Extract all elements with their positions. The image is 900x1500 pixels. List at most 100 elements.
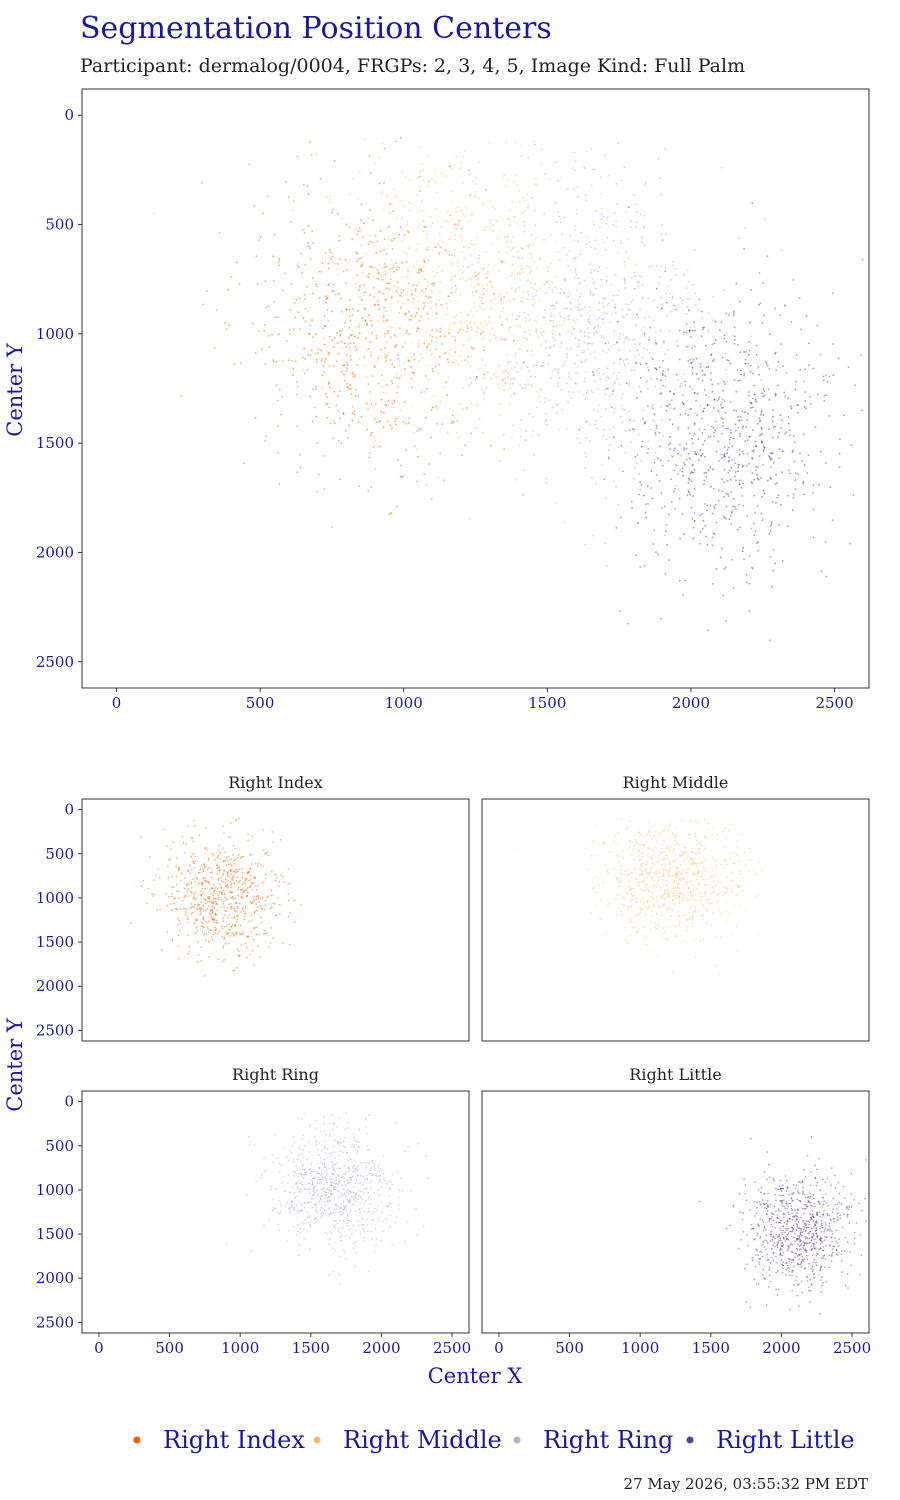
- data-point: [701, 417, 703, 420]
- data-point: [584, 378, 586, 380]
- data-point: [648, 265, 651, 268]
- data-point: [272, 255, 275, 258]
- data-point: [303, 183, 305, 186]
- data-point: [360, 265, 363, 268]
- panel-border: [81, 798, 470, 1042]
- data-point: [274, 873, 277, 876]
- data-point: [194, 860, 197, 863]
- data-point: [393, 188, 396, 191]
- data-point: [735, 282, 738, 285]
- data-point: [665, 410, 668, 412]
- data-point: [592, 371, 594, 373]
- data-point: [551, 336, 554, 339]
- data-point: [502, 370, 505, 373]
- data-point: [797, 473, 799, 475]
- data-point: [686, 899, 689, 902]
- data-point: [311, 388, 314, 390]
- data-point: [315, 153, 317, 156]
- data-point: [754, 400, 757, 402]
- data-point: [770, 452, 773, 455]
- data-point: [324, 1158, 326, 1160]
- data-point: [338, 1117, 340, 1119]
- data-point: [296, 471, 299, 474]
- data-point: [624, 873, 626, 876]
- data-point: [626, 891, 629, 894]
- data-point: [168, 896, 170, 898]
- data-point: [683, 462, 685, 464]
- data-point: [201, 925, 203, 928]
- data-point: [512, 424, 514, 427]
- data-point: [321, 1215, 324, 1217]
- data-point: [307, 1202, 309, 1204]
- data-point: [439, 246, 442, 249]
- data-point: [700, 875, 702, 878]
- data-point: [755, 353, 758, 356]
- data-point: [140, 836, 142, 838]
- data-point: [664, 898, 667, 900]
- data-point: [666, 846, 668, 848]
- data-point: [364, 1118, 367, 1120]
- data-point: [691, 366, 694, 369]
- data-point: [222, 903, 224, 905]
- data-point: [667, 513, 670, 516]
- data-point: [208, 912, 211, 915]
- data-point: [653, 367, 656, 369]
- data-point: [337, 1230, 340, 1233]
- data-point: [703, 884, 706, 887]
- data-point: [606, 236, 609, 239]
- data-point: [304, 320, 307, 322]
- data-point: [704, 847, 706, 849]
- data-point: [312, 242, 315, 245]
- data-point: [739, 874, 742, 876]
- data-point: [671, 423, 674, 426]
- data-point: [325, 1168, 328, 1171]
- data-point: [375, 1244, 377, 1246]
- data-point: [518, 444, 520, 447]
- data-point: [616, 294, 619, 297]
- data-point: [694, 452, 696, 455]
- data-point: [395, 505, 398, 508]
- data-point: [618, 446, 620, 449]
- data-point: [477, 428, 480, 430]
- data-point: [169, 858, 171, 860]
- data-point: [610, 346, 613, 348]
- data-point: [436, 331, 438, 333]
- data-point: [454, 290, 457, 293]
- data-point: [482, 267, 485, 270]
- data-point: [721, 478, 724, 481]
- data-point: [774, 392, 777, 395]
- data-point: [511, 367, 513, 369]
- data-point: [574, 225, 577, 228]
- data-point: [348, 1191, 351, 1193]
- data-point: [536, 391, 539, 393]
- data-point: [516, 848, 519, 851]
- data-point: [193, 819, 195, 822]
- main-y-axis-label: Center Y: [3, 342, 27, 437]
- data-point: [339, 258, 342, 260]
- data-point: [499, 414, 501, 417]
- data-point: [662, 875, 665, 877]
- data-point: [246, 895, 249, 897]
- data-point: [205, 879, 207, 882]
- data-point: [647, 872, 650, 874]
- data-point: [693, 422, 696, 425]
- data-point: [652, 877, 655, 879]
- data-point: [762, 450, 765, 452]
- data-point: [328, 406, 331, 409]
- data-point: [425, 330, 428, 333]
- data-point: [605, 408, 608, 410]
- data-point: [557, 368, 560, 370]
- data-point: [356, 1166, 359, 1168]
- data-point: [642, 409, 645, 412]
- data-point: [635, 221, 638, 223]
- data-point: [308, 306, 311, 309]
- data-point: [212, 902, 215, 905]
- data-point: [662, 859, 665, 861]
- data-point: [348, 424, 350, 427]
- data-point: [747, 412, 750, 415]
- data-point: [408, 360, 411, 363]
- data-point: [661, 419, 663, 422]
- data-point: [413, 358, 416, 361]
- data-point: [734, 462, 737, 465]
- data-point: [444, 175, 447, 177]
